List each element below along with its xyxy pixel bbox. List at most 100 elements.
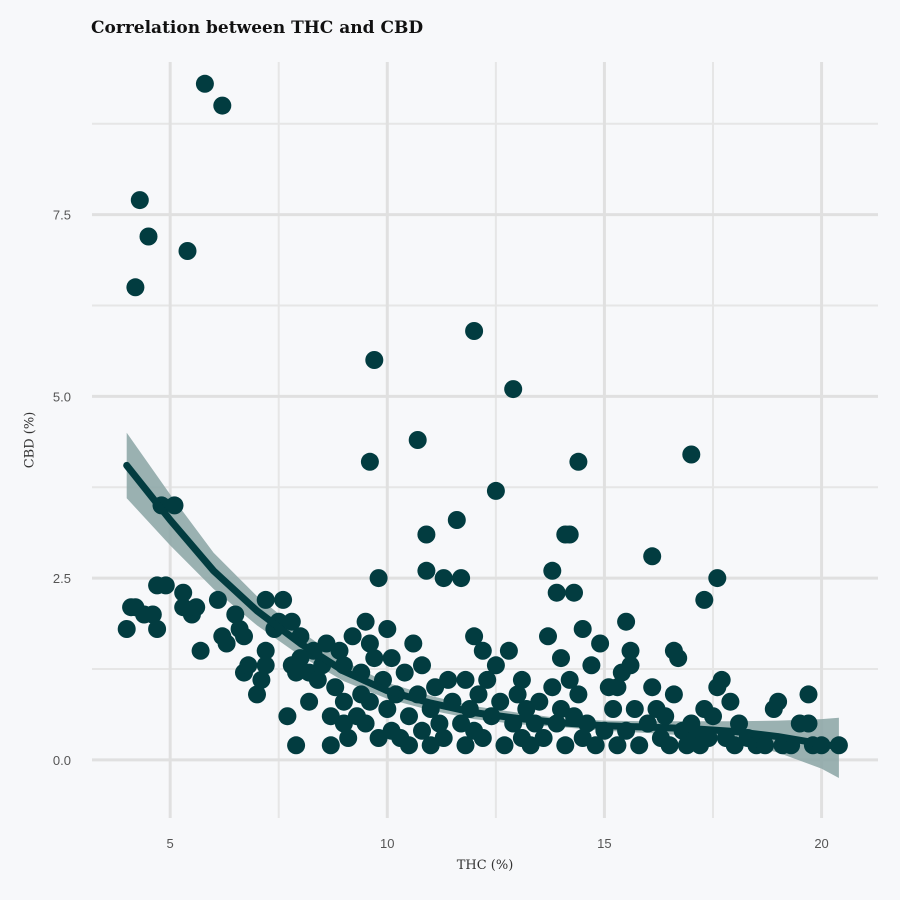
data-point — [365, 351, 384, 369]
x-tick-label: 15 — [597, 836, 611, 851]
data-point — [608, 736, 627, 755]
data-points — [117, 74, 848, 755]
chart-title: Correlation between THC and CBD — [91, 18, 424, 38]
minor-gridlines — [92, 62, 878, 818]
data-point — [486, 481, 505, 500]
data-point — [217, 634, 236, 653]
data-point — [608, 678, 627, 697]
data-point — [495, 736, 514, 755]
data-point — [625, 700, 644, 718]
data-point — [560, 525, 579, 544]
data-point — [469, 685, 488, 704]
data-point — [456, 736, 475, 755]
data-point — [287, 663, 306, 682]
data-point — [339, 729, 358, 747]
data-point — [430, 714, 449, 733]
data-point — [365, 649, 384, 668]
data-point — [326, 678, 345, 697]
major-gridlines — [92, 62, 878, 818]
data-point — [330, 641, 349, 660]
data-point — [334, 692, 353, 711]
data-point — [252, 670, 271, 689]
data-point — [656, 707, 675, 726]
data-point — [378, 700, 397, 718]
data-point — [504, 380, 523, 399]
data-point — [630, 736, 649, 755]
x-axis-label: THC (%) — [456, 858, 514, 873]
data-point — [543, 561, 562, 580]
data-point — [282, 612, 301, 631]
data-point — [621, 641, 640, 660]
data-point — [139, 227, 158, 246]
y-tick-label: 2.5 — [53, 571, 71, 586]
data-point — [708, 569, 727, 588]
data-point — [604, 700, 623, 718]
data-point — [456, 670, 475, 689]
data-point — [465, 322, 484, 340]
data-point — [530, 692, 549, 711]
data-point — [586, 736, 605, 755]
data-point — [539, 627, 557, 646]
data-point — [165, 496, 184, 515]
data-point — [382, 649, 401, 668]
data-point — [478, 670, 497, 689]
data-point — [369, 569, 388, 588]
data-point — [417, 525, 436, 544]
data-point — [360, 452, 379, 471]
x-tick-label: 10 — [380, 836, 394, 851]
data-point — [617, 612, 636, 631]
data-point — [278, 707, 297, 726]
data-point — [191, 641, 210, 660]
data-point — [356, 612, 375, 631]
data-point — [360, 634, 379, 653]
data-point — [343, 627, 362, 646]
data-point — [591, 634, 610, 653]
data-point — [695, 590, 714, 609]
data-point — [321, 736, 340, 755]
data-point — [721, 692, 740, 711]
data-point — [195, 74, 214, 93]
data-point — [547, 583, 566, 602]
x-tick-labels: 5 10 15 20 — [167, 836, 829, 851]
data-point — [187, 598, 206, 617]
data-point — [643, 678, 662, 697]
y-tick-label: 5.0 — [53, 389, 71, 404]
data-point — [400, 707, 418, 726]
data-point — [569, 452, 588, 471]
data-point — [156, 576, 175, 595]
data-point — [439, 670, 458, 689]
data-point — [360, 692, 379, 711]
x-tick-label: 20 — [814, 836, 828, 851]
y-tick-label: 7.5 — [53, 208, 71, 223]
data-point — [248, 685, 266, 704]
data-point — [552, 649, 570, 668]
data-point — [621, 656, 640, 675]
data-point — [300, 692, 319, 711]
data-point — [664, 685, 683, 704]
data-point — [274, 590, 293, 609]
data-point — [556, 736, 575, 755]
data-point — [395, 663, 414, 682]
data-point — [321, 707, 340, 726]
data-point — [682, 445, 701, 464]
data-point — [174, 583, 193, 602]
data-point — [643, 547, 662, 566]
data-point — [543, 678, 562, 697]
fit-line — [123, 461, 843, 751]
data-point — [565, 583, 583, 602]
data-point — [499, 641, 518, 660]
data-point — [434, 569, 453, 588]
data-point — [569, 685, 588, 704]
data-point — [669, 649, 688, 668]
data-point — [434, 729, 453, 747]
data-point — [400, 736, 418, 755]
data-point — [213, 96, 232, 115]
data-point — [447, 511, 466, 529]
data-point — [512, 670, 531, 689]
data-point — [486, 656, 505, 675]
data-point — [704, 707, 722, 726]
data-point — [413, 656, 431, 675]
y-tick-labels: 0.0 2.5 5.0 7.5 — [53, 208, 71, 768]
data-point — [226, 605, 245, 624]
